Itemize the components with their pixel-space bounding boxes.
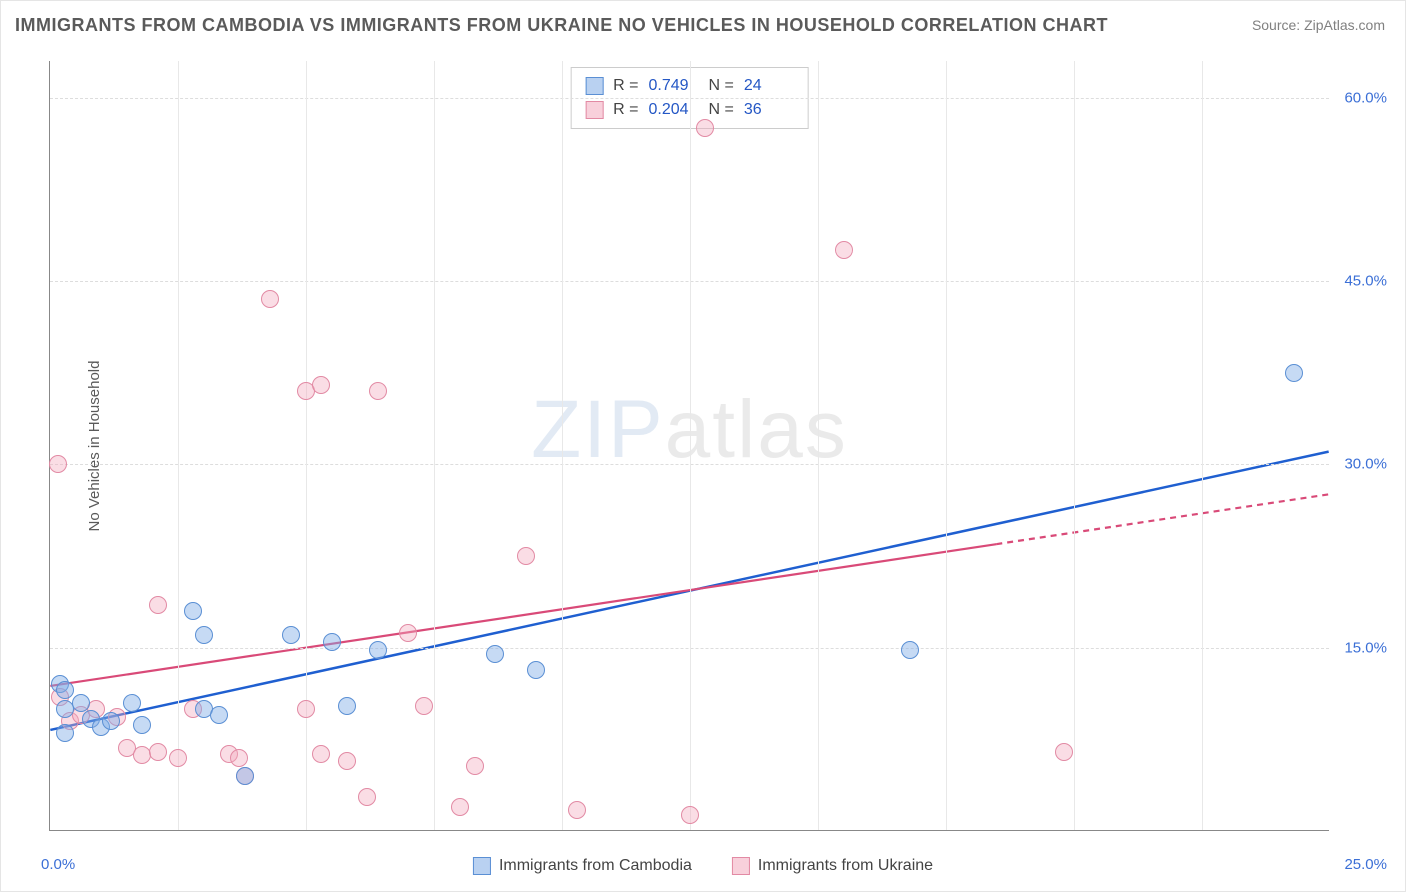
- data-point-ukraine: [681, 806, 699, 824]
- x-axis-min-label: 0.0%: [41, 856, 75, 873]
- data-point-cambodia: [1285, 364, 1303, 382]
- data-point-ukraine: [312, 376, 330, 394]
- data-point-cambodia: [236, 767, 254, 785]
- y-tick-label: 15.0%: [1344, 639, 1387, 656]
- data-point-cambodia: [486, 645, 504, 663]
- data-point-cambodia: [527, 661, 545, 679]
- data-point-ukraine: [399, 624, 417, 642]
- r-value: 0.204: [649, 98, 699, 122]
- data-point-ukraine: [149, 596, 167, 614]
- gridline-v: [818, 61, 819, 830]
- swatch-ukraine: [585, 101, 603, 119]
- bottom-legend: Immigrants from Cambodia Immigrants from …: [473, 857, 933, 875]
- data-point-cambodia: [338, 697, 356, 715]
- data-point-ukraine: [1055, 743, 1073, 761]
- data-point-cambodia: [123, 694, 141, 712]
- y-tick-label: 30.0%: [1344, 456, 1387, 473]
- data-point-ukraine: [369, 382, 387, 400]
- gridline-v: [434, 61, 435, 830]
- gridline-v: [562, 61, 563, 830]
- data-point-ukraine: [415, 697, 433, 715]
- n-value: 36: [744, 98, 794, 122]
- gridline-v: [1202, 61, 1203, 830]
- legend-label: Immigrants from Cambodia: [499, 857, 692, 875]
- plot-area: ZIPatlas R =0.749N =24R =0.204N =36: [49, 61, 1329, 831]
- data-point-ukraine: [466, 757, 484, 775]
- legend-swatch-cambodia: [473, 857, 491, 875]
- data-point-ukraine: [696, 119, 714, 137]
- y-tick-label: 45.0%: [1344, 273, 1387, 290]
- data-point-ukraine: [49, 455, 67, 473]
- data-point-cambodia: [102, 712, 120, 730]
- trend-line-ukraine-dashed: [996, 494, 1328, 544]
- n-label: N =: [709, 98, 734, 122]
- data-point-cambodia: [282, 626, 300, 644]
- gridline-v: [690, 61, 691, 830]
- data-point-ukraine: [230, 749, 248, 767]
- data-point-cambodia: [195, 626, 213, 644]
- legend-swatch-ukraine: [732, 857, 750, 875]
- data-point-ukraine: [338, 752, 356, 770]
- data-point-ukraine: [358, 788, 376, 806]
- n-value: 24: [744, 74, 794, 98]
- data-point-ukraine: [451, 798, 469, 816]
- y-tick-label: 60.0%: [1344, 89, 1387, 106]
- data-point-cambodia: [901, 641, 919, 659]
- x-axis-max-label: 25.0%: [1344, 856, 1387, 873]
- data-point-ukraine: [169, 749, 187, 767]
- gridline-v: [946, 61, 947, 830]
- data-point-cambodia: [56, 681, 74, 699]
- r-label: R =: [613, 98, 638, 122]
- legend-item-cambodia: Immigrants from Cambodia: [473, 857, 692, 875]
- gridline-v: [1074, 61, 1075, 830]
- data-point-ukraine: [297, 700, 315, 718]
- data-point-cambodia: [323, 633, 341, 651]
- chart-container: IMMIGRANTS FROM CAMBODIA VS IMMIGRANTS F…: [0, 0, 1406, 892]
- data-point-ukraine: [568, 801, 586, 819]
- data-point-ukraine: [835, 241, 853, 259]
- r-value: 0.749: [649, 74, 699, 98]
- data-point-ukraine: [149, 743, 167, 761]
- data-point-cambodia: [72, 694, 90, 712]
- source-label: Source: ZipAtlas.com: [1252, 17, 1385, 33]
- data-point-ukraine: [261, 290, 279, 308]
- r-label: R =: [613, 74, 638, 98]
- data-point-cambodia: [210, 706, 228, 724]
- data-point-cambodia: [184, 602, 202, 620]
- data-point-ukraine: [517, 547, 535, 565]
- data-point-cambodia: [56, 724, 74, 742]
- gridline-v: [178, 61, 179, 830]
- data-point-ukraine: [312, 745, 330, 763]
- swatch-cambodia: [585, 77, 603, 95]
- n-label: N =: [709, 74, 734, 98]
- data-point-cambodia: [369, 641, 387, 659]
- chart-title: IMMIGRANTS FROM CAMBODIA VS IMMIGRANTS F…: [15, 15, 1108, 36]
- data-point-cambodia: [133, 716, 151, 734]
- legend-label: Immigrants from Ukraine: [758, 857, 933, 875]
- legend-item-ukraine: Immigrants from Ukraine: [732, 857, 933, 875]
